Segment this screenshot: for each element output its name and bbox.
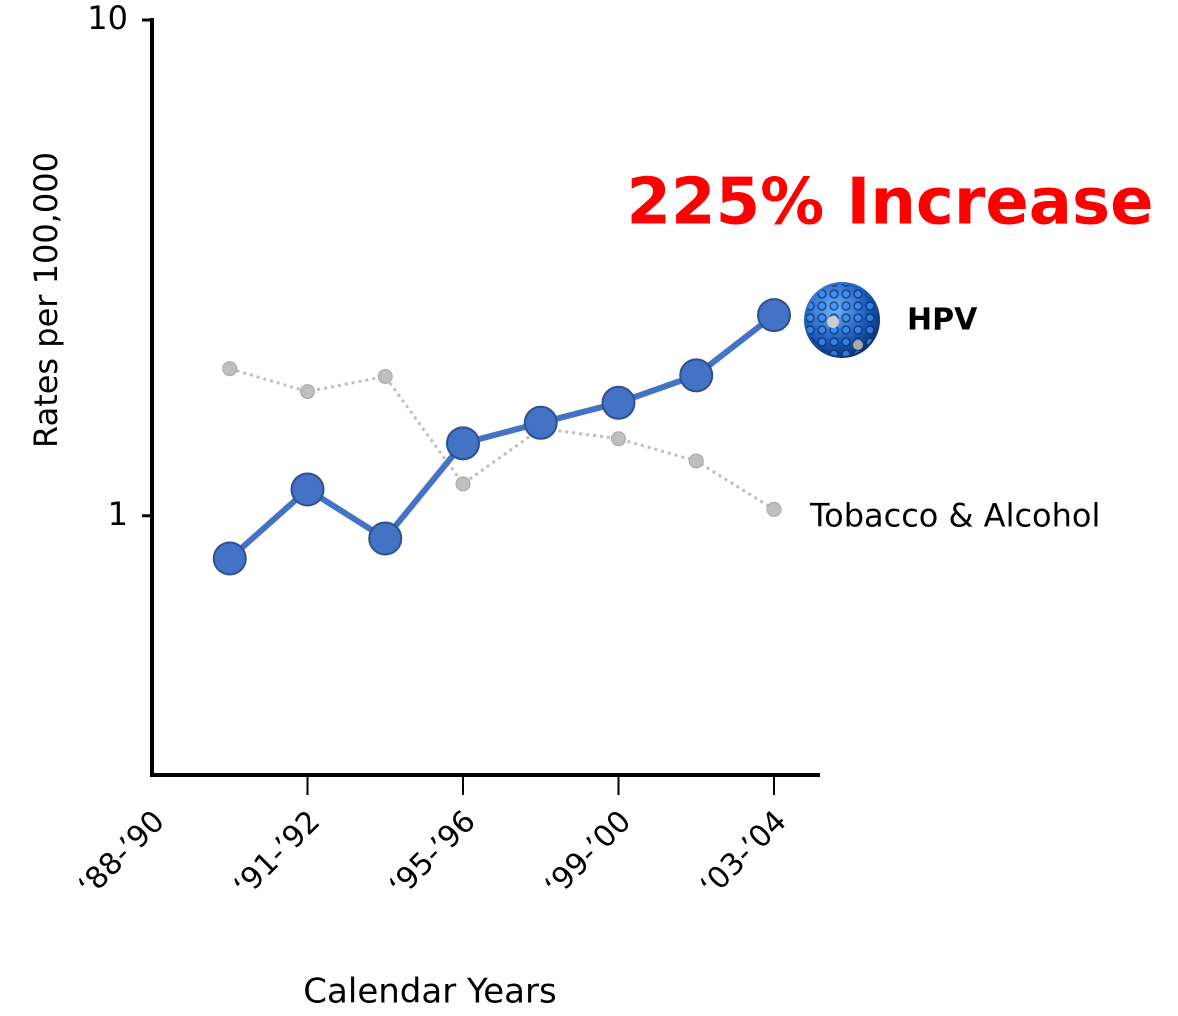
series-label: HPV — [907, 303, 978, 338]
data-point — [456, 477, 470, 491]
x-tick-label: ‘95-’96 — [383, 804, 483, 904]
x-axis-title: Calendar Years — [303, 972, 556, 1012]
data-point — [378, 369, 392, 383]
x-tick-label: ‘91-’92 — [227, 804, 327, 904]
data-point — [758, 299, 790, 331]
data-point — [612, 432, 626, 446]
data-point — [603, 387, 635, 419]
data-point — [689, 454, 703, 468]
x-tick-label: ‘03-’04 — [694, 804, 794, 904]
chart: 225% Increase Rates per 100,000 Calendar… — [0, 0, 1178, 1012]
page: 225% Increase Rates per 100,000 Calendar… — [0, 0, 1178, 1012]
series-line — [230, 315, 774, 558]
data-point — [680, 359, 712, 391]
y-tick-label: 10 — [87, 0, 128, 37]
data-point — [525, 407, 557, 439]
y-tick-label: 1 — [108, 495, 128, 533]
data-point — [767, 502, 781, 516]
data-point — [447, 427, 479, 459]
data-point — [301, 385, 315, 399]
data-point — [223, 362, 237, 376]
series-label: Tobacco & Alcohol — [809, 496, 1100, 534]
x-tick-label: ‘88-’90 — [72, 804, 172, 904]
annotation: 225% Increase — [627, 166, 1154, 240]
data-point — [292, 473, 324, 505]
hpv-icon — [804, 282, 880, 358]
data-point — [369, 522, 401, 554]
data-point — [214, 543, 246, 575]
x-tick-label: ‘99-’00 — [538, 804, 638, 904]
y-axis-title: Rates per 100,000 — [27, 152, 65, 448]
